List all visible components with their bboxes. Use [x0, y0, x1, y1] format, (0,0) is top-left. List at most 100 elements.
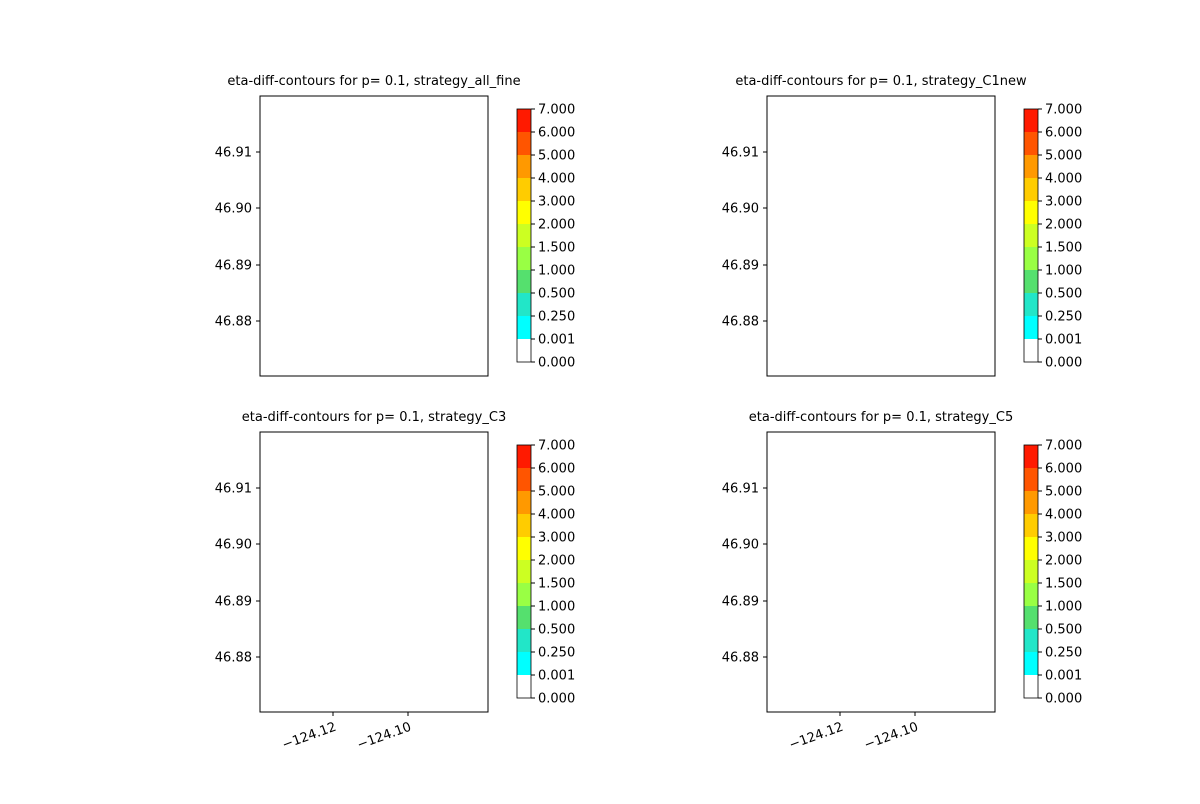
y-tick-label: 46.90 — [215, 202, 252, 217]
y-tick-label: 46.88 — [722, 651, 759, 666]
colorbar-tick-label: 1.500 — [1045, 577, 1082, 592]
colorbar-band — [517, 247, 531, 270]
colorbar-band — [517, 316, 531, 339]
x-tick-label: −124.12 — [787, 720, 845, 753]
colorbar-tick-label: 5.000 — [1045, 149, 1082, 164]
colorbar-frame — [516, 108, 532, 363]
colorbar-tick-label: 3.000 — [538, 195, 575, 210]
colorbar-frame — [1023, 108, 1039, 363]
colorbar-band — [1024, 270, 1038, 293]
colorbar-band — [1024, 247, 1038, 270]
x-tick-label: −124.12 — [280, 720, 338, 753]
colorbar-band — [517, 132, 531, 155]
colorbar-band — [1024, 109, 1038, 132]
colorbar-band — [517, 514, 531, 537]
colorbar-tick-label: 3.000 — [1045, 531, 1082, 546]
colorbar-tick-label: 0.001 — [1045, 669, 1082, 684]
colorbar-band — [517, 675, 531, 698]
colorbar-band — [517, 537, 531, 560]
colorbar-tick-label: 6.000 — [538, 462, 575, 477]
colorbar-tick-label: 6.000 — [1045, 462, 1082, 477]
colorbar-tick-label: 1.500 — [538, 241, 575, 256]
colorbar-band — [517, 201, 531, 224]
colorbar-band — [517, 109, 531, 132]
colorbar-band — [517, 178, 531, 201]
colorbar-band — [1024, 537, 1038, 560]
y-tick-label: 46.90 — [215, 538, 252, 553]
axes-frame — [259, 431, 489, 713]
axes-frame — [259, 95, 489, 377]
colorbar-tick-label: 5.000 — [538, 149, 575, 164]
colorbar-tick-label: 4.000 — [1045, 508, 1082, 523]
y-tick-label: 46.90 — [722, 538, 759, 553]
colorbar-band — [1024, 178, 1038, 201]
y-tick-label: 46.91 — [722, 482, 759, 497]
colorbar-band — [517, 652, 531, 675]
colorbar-tick-label: 1.000 — [538, 264, 575, 279]
colorbar-tick-label: 7.000 — [1045, 103, 1082, 118]
colorbar-band — [1024, 514, 1038, 537]
colorbar-tick-label: 0.000 — [1045, 356, 1082, 371]
colorbar-frame — [1023, 444, 1039, 699]
colorbar-tick-label: 1.000 — [538, 600, 575, 615]
axes-background — [767, 432, 995, 712]
y-tick-label: 46.89 — [215, 595, 252, 610]
axes-background — [260, 432, 488, 712]
colorbar-band — [517, 468, 531, 491]
subplot-2: eta-diff-contours for p= 0.1, strategy_C… — [722, 74, 1082, 377]
colorbar-band — [517, 583, 531, 606]
colorbar-band — [1024, 155, 1038, 178]
axes-background — [767, 96, 995, 376]
colorbar: 0.000 0.001 0.250 0.500 1.000 1.500 2.000 3.000… — [1023, 439, 1082, 707]
colorbar-tick-label: 0.500 — [538, 287, 575, 302]
colorbar-tick-label: 2.000 — [538, 218, 575, 233]
colorbar-tick-label: 4.000 — [538, 172, 575, 187]
colorbar-band — [1024, 132, 1038, 155]
colorbar-frame — [516, 444, 532, 699]
colorbar-tick-label: 2.000 — [538, 554, 575, 569]
colorbar-tick-label: 2.000 — [1045, 218, 1082, 233]
colorbar-tick-label: 0.250 — [1045, 646, 1082, 661]
colorbar-tick-label: 0.000 — [538, 356, 575, 371]
y-tick-label: 46.91 — [215, 146, 252, 161]
colorbar-band — [1024, 675, 1038, 698]
colorbar-tick-label: 6.000 — [1045, 126, 1082, 141]
colorbar-tick-label: 0.250 — [538, 646, 575, 661]
colorbar-tick-label: 5.000 — [538, 485, 575, 500]
colorbar-band — [1024, 491, 1038, 514]
colorbar: 0.000 0.001 0.250 0.500 1.000 1.500 2.000 3.000… — [516, 439, 575, 707]
colorbar-band — [1024, 583, 1038, 606]
colorbar-tick-label: 7.000 — [538, 103, 575, 118]
colorbar-band — [517, 293, 531, 316]
axes-frame — [766, 431, 996, 713]
colorbar-tick-label: 5.000 — [1045, 485, 1082, 500]
subplot-1: eta-diff-contours for p= 0.1, strategy_a… — [215, 74, 575, 377]
y-tick-label: 46.89 — [215, 259, 252, 274]
colorbar-band — [1024, 560, 1038, 583]
colorbar-tick-label: 0.500 — [538, 623, 575, 638]
subplot-title: eta-diff-contours for p= 0.1, strategy_C… — [735, 74, 1027, 89]
colorbar-tick-label: 7.000 — [1045, 439, 1082, 454]
colorbar: 0.000 0.001 0.250 0.500 1.000 1.500 2.000 3.000… — [516, 103, 575, 371]
colorbar-band — [517, 339, 531, 362]
colorbar-tick-label: 1.500 — [1045, 241, 1082, 256]
colorbar-band — [1024, 224, 1038, 247]
x-tick-label: −124.10 — [862, 720, 920, 753]
axes-frame — [766, 95, 996, 377]
colorbar-tick-label: 1.000 — [1045, 264, 1082, 279]
colorbar-band — [1024, 316, 1038, 339]
y-tick-label: 46.88 — [215, 651, 252, 666]
subplot-title: eta-diff-contours for p= 0.1, strategy_C… — [242, 410, 506, 425]
y-tick-label: 46.89 — [722, 595, 759, 610]
colorbar-tick-label: 4.000 — [538, 508, 575, 523]
colorbar-band — [1024, 606, 1038, 629]
colorbar-tick-label: 2.000 — [1045, 554, 1082, 569]
colorbar-tick-label: 4.000 — [1045, 172, 1082, 187]
y-tick-label: 46.91 — [215, 482, 252, 497]
colorbar-tick-label: 0.500 — [1045, 623, 1082, 638]
colorbar-band — [517, 445, 531, 468]
axes-background — [260, 96, 488, 376]
y-tick-label: 46.89 — [722, 259, 759, 274]
colorbar-tick-label: 0.500 — [1045, 287, 1082, 302]
